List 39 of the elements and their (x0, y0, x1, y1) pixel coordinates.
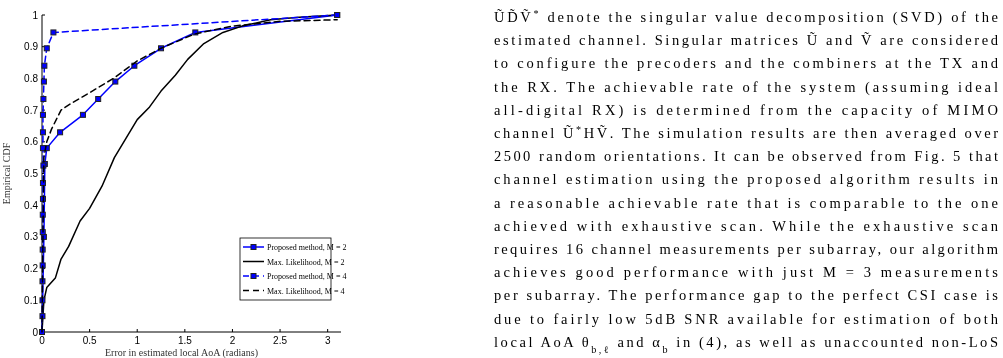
x-tick-label: 2 (229, 335, 236, 346)
legend-label: Max. Likelihood, M = 2 (267, 257, 345, 267)
x-tick-label: 1 (134, 335, 141, 346)
y-tick-label: 1 (32, 9, 39, 21)
x-tick-label: 0 (39, 335, 46, 346)
y-tick-label: 0.2 (24, 263, 39, 275)
text: due to fairly low 5dB SNR available for estimation of both (494, 310, 999, 327)
y-tick-label: 0.3 (24, 231, 39, 243)
text: the RX. The achievable rate of the system (assuming ideal (494, 78, 998, 96)
y-tick-label: 0.6 (24, 136, 39, 148)
text: achieved with exhaustive scan. While the exhaustive scan (494, 217, 999, 234)
y-tick-label: 0.5 (24, 168, 39, 179)
y-tick-label: 0.9 (24, 41, 39, 53)
x-tick-label: 1.5 (177, 335, 193, 346)
legend-label: Proposed method, M = 4 (267, 272, 347, 281)
text: to configure the precoders and the combiners at the TX and (494, 55, 999, 72)
text: channel estimation using the proposed algorithm results in (494, 171, 999, 188)
x-tick-label: 0.5 (82, 335, 97, 346)
y-tick-label: 0.8 (24, 72, 39, 84)
legend-label: Max. Likelihood, M = 4 (267, 286, 345, 296)
x-tick-label: 2.5 (273, 335, 288, 346)
y-tick-label: 0 (32, 326, 39, 338)
text: estimated channel. Singular matrices Ũ and Ṽ are considered (494, 32, 999, 49)
y-axis-title: Empirical CDF (1, 142, 12, 205)
text: per subarray. The performance gap to the perfect CSI case is (494, 287, 999, 304)
text: 2500 random orientations. It can be observed from Fig. 5 that (494, 148, 998, 165)
text: a reasonable achievable rate that is comparable to the one (494, 194, 998, 211)
text: channel Ũ$^{*}$HṼ. The simulation results are then averaged over (494, 123, 999, 141)
legend-label: Proposed method, M = 2 (267, 243, 347, 252)
text: achieves good performance with just M = 3 measurements (494, 264, 999, 281)
text: all-digital RX) is determined from the capacity of MIMO (494, 101, 998, 119)
y-tick-label: 0.7 (24, 104, 39, 116)
x-axis-title: Error in estimated local AoA (radians) (104, 347, 259, 358)
text: ŨD̃Ṽ$^{*}$ denote the singular value decomposition (SVD) of the (494, 7, 998, 26)
y-tick-label: 0.4 (24, 199, 39, 211)
x-tick-label: 3 (324, 335, 331, 346)
y-tick-label: 0.1 (24, 294, 39, 306)
text: requires 16 channel measurements per subarray, our algorithm (494, 241, 999, 257)
text: local AoA θ$_{b,ℓ}$ and α$_{b}$ in (4), as well as unaccounted non-LoS (494, 333, 998, 355)
